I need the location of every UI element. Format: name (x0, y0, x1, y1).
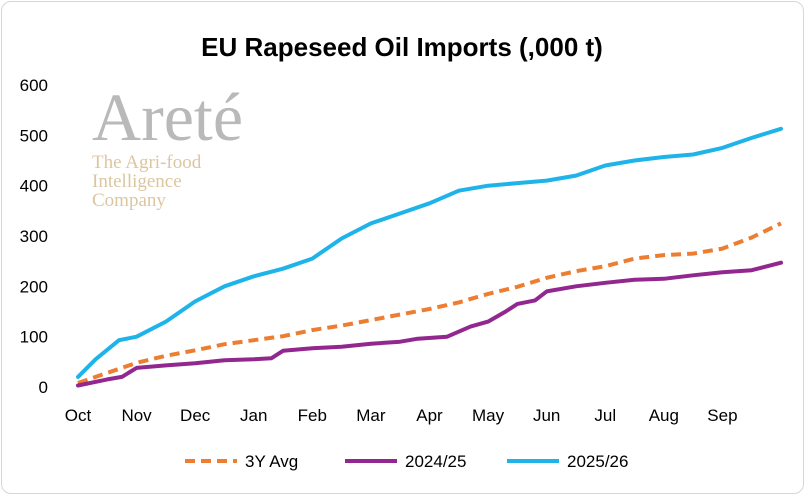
arete-watermark-logo: Areté The Agri-food Intelligence Company (92, 79, 243, 211)
x-tick-label: Aug (649, 406, 679, 425)
x-tick-label: Nov (121, 406, 152, 425)
watermark-logo-word: Areté (92, 79, 243, 155)
x-tick-label: Jan (240, 406, 267, 425)
chart-title: EU Rapeseed Oil Imports (,000 t) (201, 32, 603, 62)
series-layer (76, 126, 783, 388)
x-tick-label: Oct (65, 406, 92, 425)
y-tick-label: 200 (20, 277, 48, 296)
y-axis: 0 100 200 300 400 500 600 (20, 76, 48, 397)
watermark-tagline-3: Company (92, 190, 166, 211)
legend-label: 3Y Avg (245, 452, 298, 471)
x-tick-label: Dec (180, 406, 211, 425)
x-tick-label: Apr (416, 406, 443, 425)
series-line-1 (77, 221, 782, 385)
series-line-3 (76, 126, 783, 379)
legend: 3Y Avg 2024/25 2025/26 (185, 452, 628, 471)
x-tick-label: Jul (594, 406, 616, 425)
y-tick-label: 100 (20, 328, 48, 347)
y-tick-label: 600 (20, 76, 48, 95)
y-tick-label: 500 (20, 126, 48, 145)
x-tick-label: Sep (707, 406, 737, 425)
legend-label: 2024/25 (405, 452, 466, 471)
y-tick-label: 0 (39, 378, 48, 397)
series-line-2 (76, 260, 783, 388)
x-axis: Oct Nov Dec Jan Feb Mar Apr May Jun Jul Aug Sep (65, 406, 738, 425)
y-tick-label: 400 (20, 177, 48, 196)
x-tick-label: Mar (356, 406, 386, 425)
watermark-tagline-2: Intelligence (92, 171, 182, 192)
x-tick-label: Jun (533, 406, 560, 425)
y-tick-label: 300 (20, 227, 48, 246)
x-tick-label: Feb (298, 406, 327, 425)
legend-label: 2025/26 (567, 452, 628, 471)
watermark-tagline-1: The Agri-food (92, 152, 202, 173)
x-tick-label: May (472, 406, 505, 425)
